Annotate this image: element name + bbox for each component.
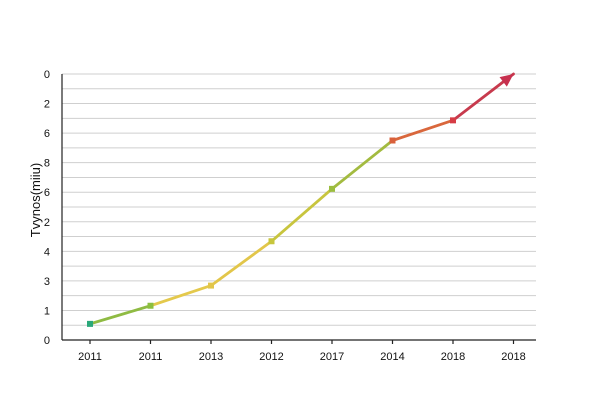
y-tick-label: 4 (44, 246, 50, 258)
axes (61, 74, 536, 344)
arrowhead-data-point (499, 74, 514, 87)
y-tick-label: 6 (44, 128, 50, 140)
x-tick-label: 2018 (501, 351, 525, 363)
line-segment (330, 139, 394, 191)
line-segment (149, 284, 213, 308)
data-point (268, 238, 275, 245)
series-line (88, 72, 515, 326)
data-point (389, 137, 396, 144)
line-segment (209, 239, 273, 287)
data-point (450, 117, 456, 124)
x-tick-label: 2012 (259, 351, 283, 363)
data-point (87, 320, 93, 327)
y-tick-label: 0 (44, 69, 50, 81)
y-tick-label: 2 (44, 99, 50, 111)
data-points (87, 74, 514, 327)
data-point (208, 282, 214, 289)
x-tick-label: 2011 (78, 351, 102, 363)
y-tick-label: 2 (44, 217, 50, 229)
x-tick-label: 2017 (320, 351, 344, 363)
y-tick-label: 1 (44, 305, 50, 317)
data-point (329, 185, 335, 192)
gridlines (62, 73, 536, 326)
line-segment (270, 187, 334, 243)
x-tick-label: 2018 (441, 351, 465, 363)
y-tick-label: 8 (44, 158, 50, 170)
data-point (147, 302, 154, 309)
x-tick-label: 2014 (380, 351, 404, 363)
y-axis-label: Tvynos(miiu) (28, 163, 43, 237)
y-tick-label: 0 (44, 335, 50, 347)
y-tick-label: 6 (44, 187, 50, 199)
line-segment (391, 118, 455, 142)
y-tick-label: 3 (44, 276, 50, 288)
line-segment (88, 304, 152, 326)
x-tick-label: 2011 (139, 351, 163, 363)
x-tick-label: 2013 (199, 351, 223, 363)
tick-labels: 0 1 3 4 2 6 8 6 2 0 2011 2011 2013 2012 2017 2014 2018 20… (44, 69, 526, 363)
